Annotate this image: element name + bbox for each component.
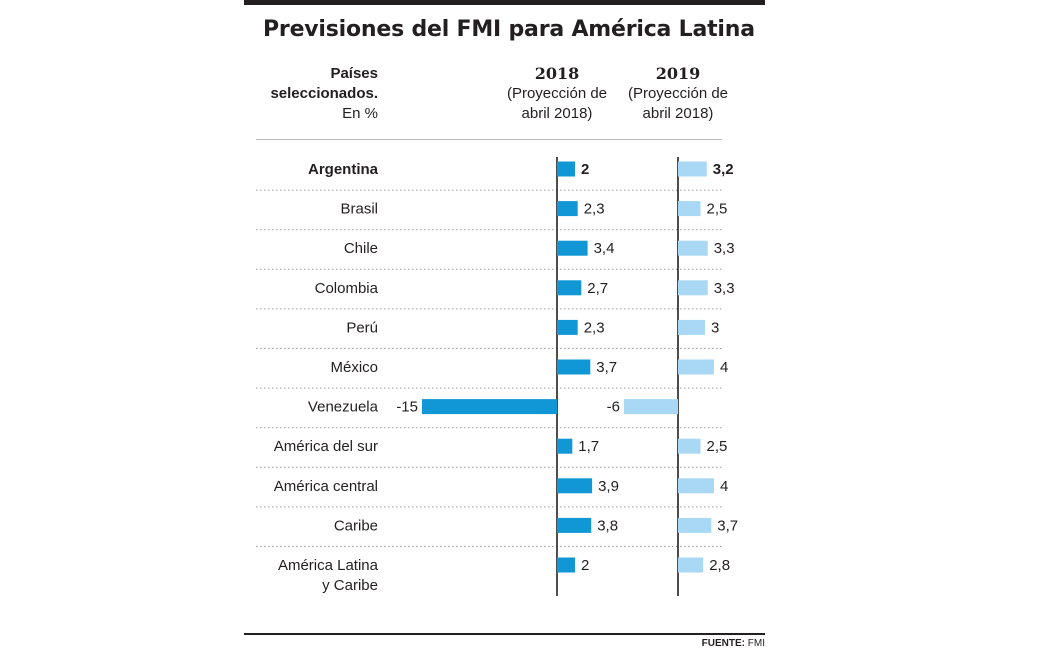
bar-2018 bbox=[422, 399, 557, 415]
category-label: Caribe bbox=[334, 517, 378, 534]
data-label-2018: 2,3 bbox=[584, 201, 605, 218]
data-label-2019: 3,3 bbox=[714, 240, 735, 257]
category-label: Perú bbox=[346, 319, 378, 336]
category-label: América del sur bbox=[274, 438, 378, 455]
data-label-2019: 3 bbox=[711, 319, 719, 336]
data-label-2019: 2,5 bbox=[707, 201, 728, 218]
source-label: FUENTE: bbox=[701, 638, 745, 649]
column-2019-year: 2019 bbox=[655, 64, 701, 83]
column-2018-note-line1: (Proyección de bbox=[506, 85, 608, 102]
bar-2018 bbox=[557, 517, 592, 533]
countries-header-line1: Países bbox=[330, 65, 378, 82]
bar-2019 bbox=[678, 359, 714, 375]
data-label-2019: 3,2 bbox=[713, 161, 734, 178]
source-note: FUENTE: FMI bbox=[702, 638, 765, 649]
countries-column-header: Países seleccionados. En % bbox=[260, 64, 378, 124]
bar-2018 bbox=[557, 359, 591, 375]
header-divider bbox=[256, 139, 722, 140]
column-header-2018: 2018 (Proyección de abril 2018) bbox=[498, 64, 616, 124]
bar-2019 bbox=[624, 399, 678, 415]
bar-2019 bbox=[678, 161, 707, 177]
category-label: Venezuela bbox=[308, 399, 379, 416]
data-label-2019: 3,7 bbox=[717, 517, 738, 534]
data-label-2018: -15 bbox=[396, 399, 418, 416]
category-label: Argentina bbox=[308, 161, 379, 178]
countries-header-line3: En % bbox=[342, 105, 378, 122]
data-label-2019: -6 bbox=[607, 399, 620, 416]
column-2018-note-line2: abril 2018) bbox=[521, 105, 593, 122]
bar-2018 bbox=[557, 240, 588, 256]
data-label-2018: 2,3 bbox=[584, 319, 605, 336]
bar-2018 bbox=[557, 280, 582, 296]
bar-2018 bbox=[557, 201, 578, 217]
category-label: Chile bbox=[344, 240, 378, 257]
bottom-rule bbox=[244, 633, 765, 635]
bar-2018 bbox=[557, 319, 578, 335]
data-label-2018: 3,8 bbox=[597, 517, 618, 534]
category-label: América central bbox=[274, 478, 378, 495]
data-label-2018: 2 bbox=[581, 557, 589, 574]
category-label: y Caribe bbox=[322, 577, 378, 594]
data-label-2019: 3,3 bbox=[714, 280, 735, 297]
bar-2018 bbox=[557, 478, 593, 494]
category-label: México bbox=[330, 359, 378, 376]
top-rule bbox=[244, 0, 765, 5]
bar-2019 bbox=[678, 201, 701, 217]
chart-title: Previsiones del FMI para América Latina bbox=[263, 17, 755, 42]
category-label: América Latina bbox=[278, 557, 379, 574]
bar-2019 bbox=[678, 280, 708, 296]
bar-2019 bbox=[678, 438, 701, 454]
bar-2018 bbox=[557, 438, 573, 454]
column-2019-note-line1: (Proyección de bbox=[627, 85, 729, 102]
data-label-2019: 2,8 bbox=[709, 557, 730, 574]
data-label-2018: 3,9 bbox=[598, 478, 619, 495]
data-label-2018: 2 bbox=[581, 161, 589, 178]
data-label-2019: 4 bbox=[720, 478, 728, 495]
category-label: Colombia bbox=[315, 280, 379, 297]
bar-2018 bbox=[557, 161, 575, 177]
data-label-2018: 1,7 bbox=[578, 438, 599, 455]
bar-2019 bbox=[678, 478, 714, 494]
bar-2019 bbox=[678, 240, 708, 256]
data-label-2019: 2,5 bbox=[707, 438, 728, 455]
category-label: Brasil bbox=[340, 201, 378, 218]
bar-2018 bbox=[557, 557, 575, 573]
data-label-2019: 4 bbox=[720, 359, 728, 376]
data-label-2018: 2,7 bbox=[587, 280, 608, 297]
bar-2019 bbox=[678, 557, 704, 573]
column-2019-note-line2: abril 2018) bbox=[642, 105, 714, 122]
data-label-2018: 3,7 bbox=[596, 359, 617, 376]
column-2018-year: 2018 bbox=[534, 64, 580, 83]
source-name: FMI bbox=[747, 638, 765, 649]
bar-2019 bbox=[678, 319, 705, 335]
data-label-2018: 3,4 bbox=[594, 240, 615, 257]
bar-2019 bbox=[678, 517, 712, 533]
column-header-2019: 2019 (Proyección de abril 2018) bbox=[621, 64, 735, 124]
countries-header-line2: seleccionados. bbox=[270, 85, 378, 102]
